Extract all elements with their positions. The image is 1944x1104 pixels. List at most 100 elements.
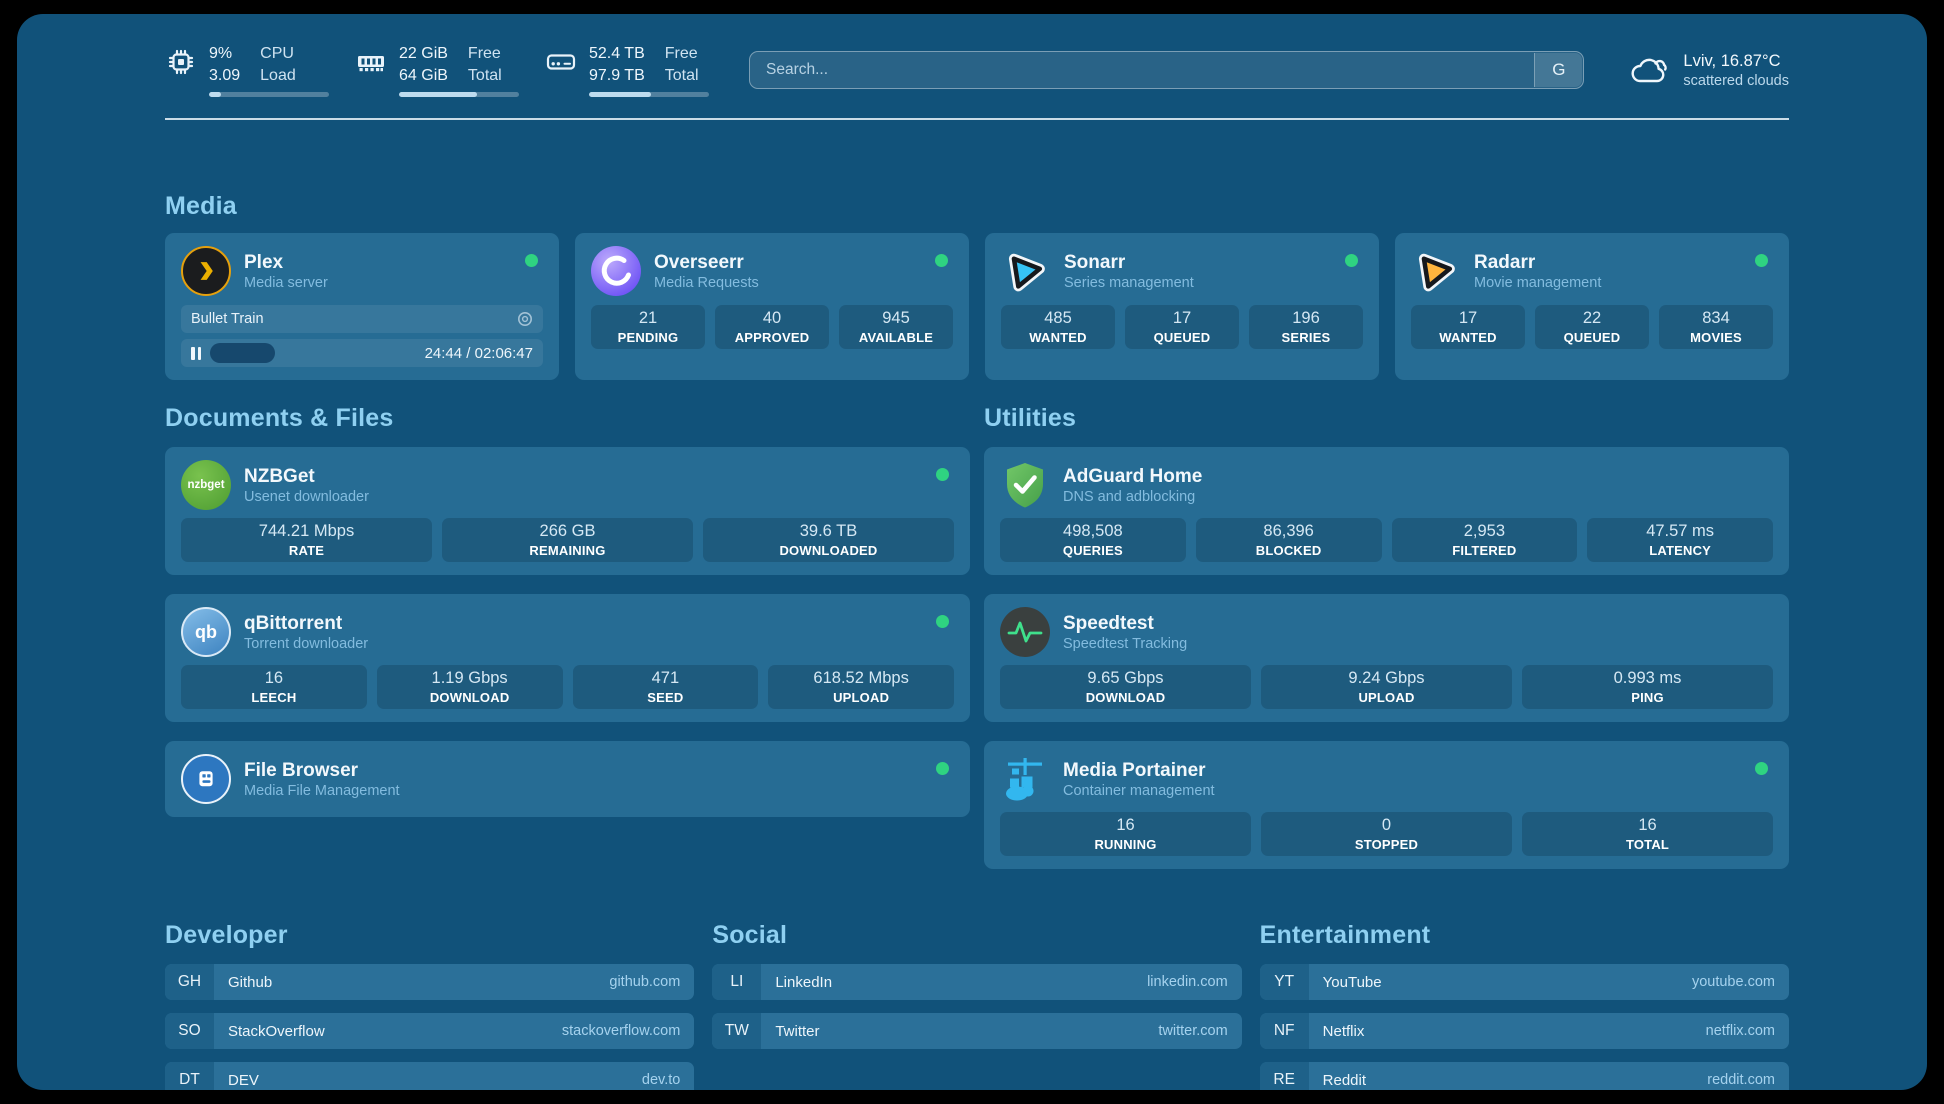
cpu-load-label: Load xyxy=(260,66,296,84)
service-subtitle: DNS and adblocking xyxy=(1063,488,1196,505)
status-dot xyxy=(1755,254,1768,267)
service-card-speedtest[interactable]: Speedtest Speedtest Tracking 9.65 Gbps DO… xyxy=(984,594,1789,722)
status-dot xyxy=(935,254,948,267)
service-subtitle: Movie management xyxy=(1474,274,1602,291)
bookmark-url: twitter.com xyxy=(1158,1023,1228,1039)
now-playing-row: Bullet Train xyxy=(181,305,543,333)
stat-latency: 47.57 ms LATENCY xyxy=(1587,518,1773,562)
stat-upload: 618.52 Mbps UPLOAD xyxy=(768,665,954,709)
stat-pending: 21 PENDING xyxy=(591,305,705,349)
playback-time: 24:44 / 02:06:47 xyxy=(424,344,533,362)
stat-stopped: 0 STOPPED xyxy=(1261,812,1512,856)
playback-progress-pill xyxy=(210,343,275,363)
bookmark-url: youtube.com xyxy=(1691,974,1775,990)
bookmark-url: stackoverflow.com xyxy=(561,1023,681,1039)
service-card-qbittorrent[interactable]: qb qBittorrent Torrent downloader 16 LEEC… xyxy=(165,594,970,722)
bookmark-netflix[interactable]: NF Netflix netflix.com xyxy=(1259,1013,1789,1049)
bookmark-linkedin[interactable]: LI LinkedIn linkedin.com xyxy=(712,964,1242,1000)
playback-progress-row: 24:44 / 02:06:47 xyxy=(181,339,543,367)
bookmark-group-social: Social LI LinkedIn linkedin.com TW Twitte… xyxy=(712,921,1242,1090)
service-subtitle: Media server xyxy=(244,274,328,291)
service-card-adguard[interactable]: AdGuard Home DNS and adblocking 498,508 Q… xyxy=(984,447,1789,575)
bookmark-stackoverflow[interactable]: SO StackOverflow stackoverflow.com xyxy=(165,1013,695,1049)
plex-icon xyxy=(181,246,231,296)
resource-widgets: 9% 3.09 CPU Load xyxy=(165,43,709,97)
disk-total-label: Total xyxy=(664,66,699,84)
bookmark-abbr: RE xyxy=(1259,1062,1309,1090)
bookmark-name: Twitter xyxy=(775,1022,820,1040)
bookmark-name: StackOverflow xyxy=(228,1022,325,1040)
bookmark-group-entertainment: Entertainment YT YouTube youtube.com NF N… xyxy=(1259,921,1789,1090)
cloud-icon xyxy=(1631,58,1668,83)
bookmark-name: Netflix xyxy=(1322,1022,1365,1040)
memory-free-label: Free xyxy=(467,45,501,63)
cpu-widget: 9% 3.09 CPU Load xyxy=(165,43,329,97)
bookmark-abbr: SO xyxy=(165,1013,214,1049)
service-name: qBittorrent xyxy=(244,613,343,635)
bookmark-url: dev.to xyxy=(641,1072,681,1088)
section-title-developer: Developer xyxy=(165,921,288,949)
stat-wanted: 17 WANTED xyxy=(1411,305,1525,349)
service-name: Sonarr xyxy=(1064,252,1126,274)
service-card-sonarr[interactable]: Sonarr Series management 485 WANTED 17 QUE… xyxy=(985,233,1379,380)
service-subtitle: Series management xyxy=(1064,274,1194,291)
topbar-divider xyxy=(165,118,1789,120)
stat-remaining: 266 GB REMAINING xyxy=(442,518,693,562)
section-documents: Documents & Files nzbget NZBGet Usenet d… xyxy=(165,404,970,817)
section-title-social: Social xyxy=(712,921,788,949)
status-dot xyxy=(936,615,949,628)
bookmark-youtube[interactable]: YT YouTube youtube.com xyxy=(1259,964,1789,1000)
stat-available: 945 AVAILABLE xyxy=(839,305,953,349)
service-card-portainer[interactable]: Media Portainer Container management 16 R… xyxy=(984,741,1789,869)
bookmark-name: DEV xyxy=(228,1071,259,1089)
service-name: Overseerr xyxy=(654,252,744,274)
service-subtitle: Speedtest Tracking xyxy=(1063,635,1188,652)
stat-series: 196 SERIES xyxy=(1249,305,1363,349)
service-subtitle: Media File Management xyxy=(244,782,400,799)
service-subtitle: Container management xyxy=(1063,782,1215,799)
service-name: Media Portainer xyxy=(1063,760,1206,782)
portainer-icon xyxy=(1006,758,1042,801)
bookmark-abbr: LI xyxy=(712,964,762,1000)
stat-download: 1.19 Gbps DOWNLOAD xyxy=(376,665,563,709)
stat-seed: 471 SEED xyxy=(572,665,759,709)
media-type-icon xyxy=(517,311,533,327)
search-input[interactable] xyxy=(749,51,1585,89)
bookmark-reddit[interactable]: RE Reddit reddit.com xyxy=(1259,1062,1789,1090)
bookmark-url: netflix.com xyxy=(1705,1023,1775,1039)
service-name: Radarr xyxy=(1474,252,1536,274)
stat-queued: 17 QUEUED xyxy=(1125,305,1239,349)
service-card-overseerr[interactable]: Overseerr Media Requests 21 PENDING 40 APP… xyxy=(575,233,969,380)
stat-ping: 0.993 ms PING xyxy=(1522,665,1773,709)
cpu-progress-bar xyxy=(209,91,329,97)
stat-queries: 498,508 QUERIES xyxy=(1000,518,1186,562)
bookmark-github[interactable]: GH Github github.com xyxy=(165,964,695,1000)
status-dot xyxy=(936,762,949,775)
bookmark-twitter[interactable]: TW Twitter twitter.com xyxy=(712,1013,1242,1049)
section-media: Media Plex Media server xyxy=(165,192,1789,380)
service-card-plex[interactable]: Plex Media server Bullet Train 24:44 / xyxy=(165,233,559,380)
cpu-load-value: 3.09 xyxy=(209,66,241,84)
status-dot xyxy=(1755,762,1768,775)
bookmark-dev[interactable]: DT DEV dev.to xyxy=(165,1062,695,1090)
stat-upload: 9.24 Gbps UPLOAD xyxy=(1261,665,1512,709)
bookmark-name: LinkedIn xyxy=(775,973,833,991)
section-title-documents: Documents & Files xyxy=(165,404,394,432)
cpu-usage-value: 9% xyxy=(209,45,233,63)
service-card-radarr[interactable]: Radarr Movie management 17 WANTED 22 QUEUE… xyxy=(1395,233,1789,380)
disk-widget: 52.4 TB 97.9 TB Free Total xyxy=(545,43,709,97)
service-name: Plex xyxy=(244,252,284,274)
pause-icon[interactable] xyxy=(191,346,201,360)
status-dot xyxy=(1345,254,1358,267)
search-engine-button[interactable]: G xyxy=(1534,53,1583,87)
service-name: AdGuard Home xyxy=(1063,466,1203,488)
service-subtitle: Media Requests xyxy=(654,274,759,291)
speedtest-icon xyxy=(1000,607,1050,657)
sonarr-icon xyxy=(1008,253,1045,292)
service-card-nzbget[interactable]: nzbget NZBGet Usenet downloader 744.21 M… xyxy=(165,447,970,575)
section-title-media: Media xyxy=(165,192,237,220)
service-card-filebrowser[interactable]: File Browser Media File Management xyxy=(165,741,970,817)
memory-total-value: 64 GiB xyxy=(399,66,448,84)
stat-rate: 744.21 Mbps RATE xyxy=(181,518,432,562)
service-name: Speedtest xyxy=(1063,613,1154,635)
